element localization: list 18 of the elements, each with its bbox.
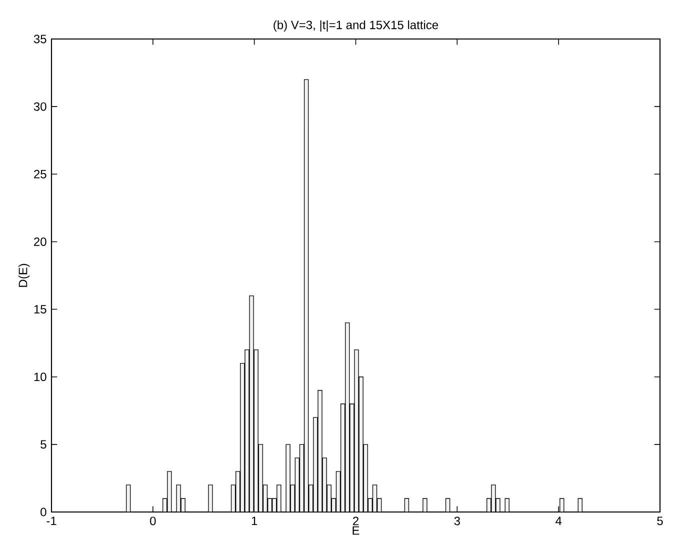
y-tick-label: 15 <box>34 305 46 314</box>
x-tick-label: 2 <box>353 516 358 526</box>
x-tick-label: 1 <box>252 516 258 525</box>
y-tick-label: 10 <box>34 372 46 382</box>
y-tick-label: 35 <box>34 34 46 44</box>
y-tick-label: 25 <box>34 170 46 178</box>
y-tick-label: 30 <box>34 102 46 111</box>
chart-title: (b) V=3, |t|=1 and 15X15 lattice <box>274 20 438 32</box>
x-tick-label: 4 <box>556 516 562 525</box>
y-tick-label: 0 <box>40 508 46 516</box>
x-axis-title: E <box>352 526 360 535</box>
x-tick-label: 3 <box>454 516 460 526</box>
x-tick-label: -1 <box>46 516 56 525</box>
x-tick-label: 0 <box>150 516 156 526</box>
y-tick-label: 5 <box>40 440 46 449</box>
y-axis-title: D(E) <box>18 264 30 287</box>
y-tick-label: 20 <box>34 237 46 246</box>
x-tick-label: 5 <box>657 516 663 526</box>
